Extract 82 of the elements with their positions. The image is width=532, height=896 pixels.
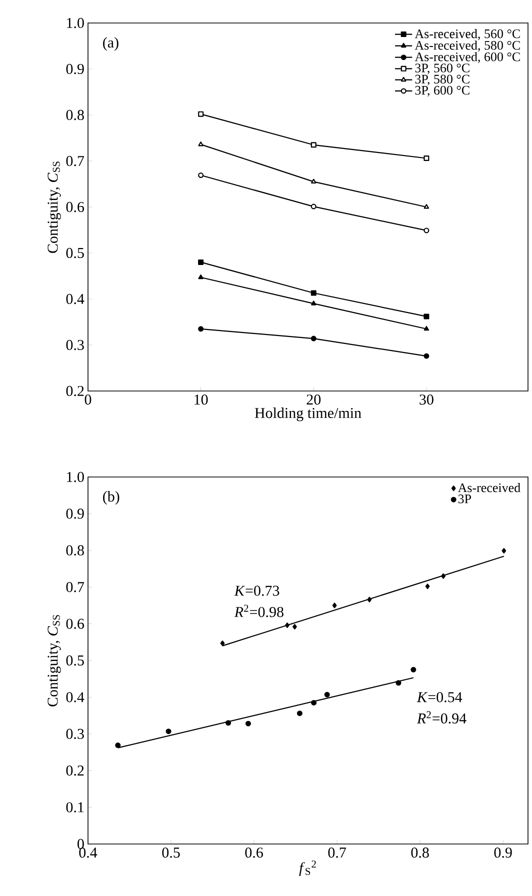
y-tick-label: 0.7	[66, 582, 84, 592]
legend-label: 3P	[458, 494, 472, 504]
point	[245, 720, 251, 726]
y-tick-label: 1.0	[67, 18, 84, 28]
y-tick-label: 0.6	[66, 618, 84, 629]
point	[425, 584, 430, 590]
point	[310, 290, 316, 296]
legend-label: 3P, 580 °C	[415, 74, 470, 86]
point	[311, 300, 316, 306]
point	[324, 692, 330, 698]
legend-label: As-received, 600 °C	[414, 52, 520, 64]
x-axis-title: Holding time/min	[254, 408, 362, 422]
y-tick-label: 0.4	[66, 692, 84, 702]
point	[332, 602, 337, 608]
x-tick-label: 0.6	[245, 848, 263, 858]
x-tick-label: 10	[194, 394, 208, 405]
point	[311, 700, 317, 706]
y-tick-label: 0.3	[66, 340, 84, 350]
point	[292, 624, 297, 630]
y-tick-label: 0.1	[66, 802, 84, 812]
point	[367, 596, 372, 602]
point	[441, 573, 446, 579]
y-tick-label: 0.9	[66, 64, 84, 74]
point	[198, 172, 204, 178]
y-tick-label: 0.5	[66, 248, 84, 258]
y-tick-label: 0.2	[66, 386, 84, 396]
x-tick-label: 0.4	[79, 848, 98, 858]
point	[198, 326, 204, 332]
x-tick-label: 0.7	[328, 848, 346, 858]
point	[285, 622, 290, 628]
y-tick-label: 0.5	[66, 655, 84, 666]
x-tick-label: 20	[306, 394, 321, 405]
y-axis-title: Contiguity, C$_{SS}$	[48, 162, 61, 253]
point	[166, 728, 172, 734]
annotation: R$^{2}$=0.98	[234, 604, 284, 618]
point	[424, 326, 430, 331]
point	[424, 353, 430, 359]
x-tick-label: 0.8	[411, 848, 429, 858]
y-tick-label: 0.4	[66, 294, 84, 304]
point	[502, 548, 506, 554]
y-tick-label: 0.3	[66, 728, 84, 739]
legend-label: 3P, 560 °C	[415, 64, 470, 74]
annotation: K=0.73	[234, 586, 280, 596]
point	[396, 680, 402, 686]
point	[226, 720, 232, 726]
point	[310, 204, 316, 210]
point	[296, 710, 302, 716]
point	[424, 155, 430, 161]
y-tick-label: 0	[78, 838, 84, 850]
y-tick-label: 0.6	[66, 202, 84, 212]
annotation: K=0.54	[416, 692, 462, 702]
point	[410, 666, 416, 672]
x-tick-label: 30	[420, 394, 434, 405]
legend-label: 3P, 600 °C	[415, 86, 470, 97]
y-tick-label: 0.8	[66, 545, 84, 556]
y-tick-label: 0.2	[66, 765, 84, 776]
annotation: R$^{2}$=0.94	[416, 711, 466, 724]
point	[310, 142, 316, 148]
point	[198, 259, 204, 265]
point	[220, 640, 225, 646]
y-axis-title: Contiguity, C$_{SS}$	[48, 615, 61, 706]
x-axis-title: f$_{S}$2	[299, 860, 316, 876]
y-tick-label: 0.8	[66, 110, 84, 120]
annotation: (a)	[103, 37, 118, 51]
y-tick-label: 1.0	[67, 472, 84, 482]
point	[198, 111, 204, 117]
point	[198, 274, 204, 280]
annotation: (b)	[103, 491, 120, 505]
point	[424, 228, 430, 234]
point	[115, 742, 121, 748]
legend-label: As-received, 580 °C	[414, 40, 520, 52]
y-tick-label: 0.9	[66, 508, 84, 519]
x-tick-label: 0	[84, 394, 92, 405]
x-tick-label: 0.9	[494, 848, 512, 858]
point	[424, 204, 430, 209]
x-tick-label: 0.5	[162, 848, 180, 858]
legend-label: As-received	[458, 483, 520, 492]
point	[198, 141, 204, 146]
point	[424, 314, 430, 320]
y-tick-label: 0.7	[66, 156, 84, 166]
point	[310, 336, 316, 342]
legend-label: As-received, 560 °C	[414, 29, 520, 40]
